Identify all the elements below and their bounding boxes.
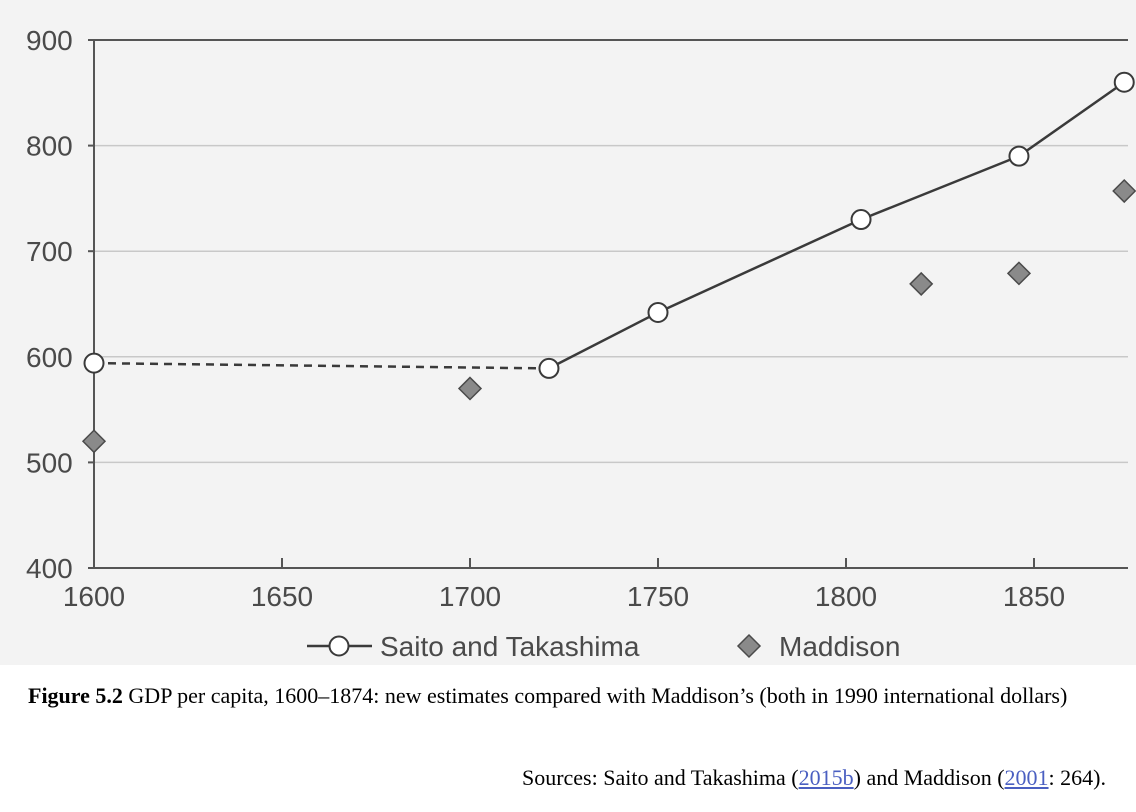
reference-link-2001[interactable]: 2001 xyxy=(1004,765,1049,790)
tick-label-layer: 400 500 600 700 800 900 1600 1650 1700 1750 1800 18… xyxy=(26,25,1065,612)
saito-point-1750 xyxy=(647,301,669,323)
x-tick-label-1600: 1600 xyxy=(63,581,125,612)
y-tick-label-800: 800 xyxy=(26,131,73,162)
y-tick-label-600: 600 xyxy=(26,342,73,373)
saito-point-1846 xyxy=(1008,145,1030,167)
legend-maddison-marker xyxy=(736,633,762,659)
sources-middle: ) and Maddison ( xyxy=(853,765,1005,790)
legend: Saito and Takashima Maddison xyxy=(307,631,900,662)
reference-link-2015b[interactable]: 2015b xyxy=(798,765,854,790)
saito-point-1804 xyxy=(850,209,872,231)
maddison-point-1874 xyxy=(1112,178,1136,204)
legend-saito-marker xyxy=(328,635,350,657)
series-saito-solid-line xyxy=(548,81,1125,370)
saito-point-1874 xyxy=(1113,71,1135,93)
saito-point-1600 xyxy=(83,352,105,374)
legend-label-maddison: Maddison xyxy=(779,631,900,662)
y-tick-label-700: 700 xyxy=(26,236,73,267)
x-tick-label-1700: 1700 xyxy=(439,581,501,612)
y-tick-label-400: 400 xyxy=(26,553,73,584)
series-saito-dashed-segment xyxy=(93,361,549,370)
axis-layer xyxy=(88,39,1128,569)
grid-layer xyxy=(94,39,1128,464)
sources-line: Sources: Saito and Takashima (2015b) and… xyxy=(522,762,1106,794)
chart-svg: 400 500 600 700 800 900 1600 1650 1700 1750 1800 18… xyxy=(26,25,1136,662)
y-tick-label-500: 500 xyxy=(26,447,73,478)
y-tick-label-900: 900 xyxy=(26,25,73,56)
sources-prefix: Sources: Saito and Takashima ( xyxy=(521,765,799,790)
series-layer xyxy=(81,71,1136,454)
figure-caption-text: GDP per capita, 1600–1874: new estimates… xyxy=(122,683,1068,708)
x-tick-label-1800: 1800 xyxy=(815,581,877,612)
legend-label-saito: Saito and Takashima xyxy=(380,631,640,662)
sources-suffix: : 264). xyxy=(1048,765,1106,790)
figure-caption: Figure 5.2 GDP per capita, 1600–1874: ne… xyxy=(28,678,1108,714)
x-tick-label-1850: 1850 xyxy=(1003,581,1065,612)
maddison-point-1820 xyxy=(909,271,934,296)
x-tick-label-1750: 1750 xyxy=(627,581,689,612)
figure-number: Figure 5.2 xyxy=(28,683,123,708)
chart-panel: 400 500 600 700 800 900 1600 1650 1700 1750 1800 18… xyxy=(0,0,1136,665)
maddison-point-1846 xyxy=(1006,261,1032,286)
x-tick-label-1650: 1650 xyxy=(251,581,313,612)
maddison-point-1700 xyxy=(457,376,483,401)
maddison-point-1600 xyxy=(81,429,107,454)
saito-point-1721 xyxy=(538,357,560,379)
